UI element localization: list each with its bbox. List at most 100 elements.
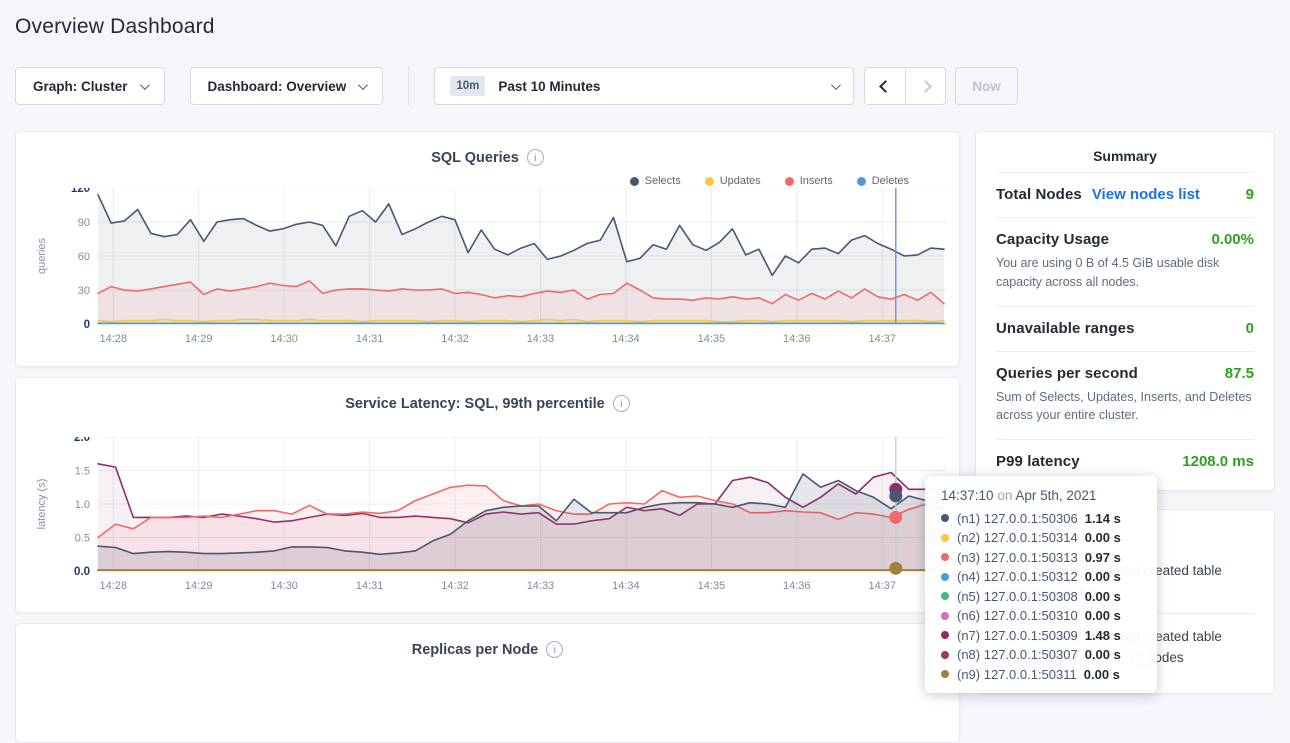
svg-text:14:36: 14:36 [783, 580, 811, 592]
svg-text:2.0: 2.0 [74, 437, 90, 444]
svg-text:14:28: 14:28 [99, 580, 127, 592]
info-icon[interactable]: i [613, 395, 630, 412]
tooltip-node-label: (n9) 127.0.0.1:50311 [957, 667, 1077, 682]
total-nodes-label: Total Nodes [996, 186, 1082, 203]
legend-item-label: Deletes [872, 175, 909, 187]
node-color-dot-icon [941, 592, 949, 600]
replicas-per-node-chart-card: Replicas per Node i [15, 623, 960, 743]
svg-text:14:31: 14:31 [356, 333, 384, 345]
summary-panel: Summary Total Nodes View nodes list 9 Ca… [975, 131, 1275, 491]
svg-text:14:37: 14:37 [868, 580, 896, 592]
sql-queries-chart[interactable]: 030609012014:2814:2914:3014:3114:3214:33… [31, 188, 946, 356]
service-latency-chart[interactable]: 0.00.51.01.52.014:2814:2914:3014:3114:32… [31, 437, 946, 603]
tooltip-node-value: 0.00 s [1085, 608, 1121, 623]
svg-text:14:29: 14:29 [185, 580, 213, 592]
svg-text:0.5: 0.5 [75, 533, 90, 545]
qps-value: 87.5 [1225, 365, 1254, 382]
svg-text:1.0: 1.0 [75, 499, 90, 511]
svg-text:14:34: 14:34 [612, 580, 640, 592]
svg-text:14:33: 14:33 [527, 580, 555, 592]
time-step-back-button[interactable] [865, 68, 905, 104]
legend-item[interactable]: Updates [705, 174, 761, 188]
unavailable-ranges-value: 0 [1246, 320, 1254, 337]
now-button[interactable]: Now [955, 67, 1018, 105]
node-color-dot-icon [941, 553, 949, 561]
legend-item[interactable]: Inserts [785, 174, 833, 188]
chevron-left-icon [879, 80, 892, 93]
service-latency-chart-card: Service Latency: SQL, 99th percentile i … [15, 377, 960, 613]
svg-text:30: 30 [78, 285, 90, 297]
legend-item-label: Updates [720, 175, 761, 187]
qps-description: Sum of Selects, Updates, Inserts, and De… [996, 388, 1254, 426]
legend-item-label: Inserts [800, 175, 833, 187]
time-step-forward-button[interactable] [905, 68, 945, 104]
node-color-dot-icon [941, 612, 949, 620]
svg-text:14:30: 14:30 [270, 580, 298, 592]
info-icon[interactable]: i [546, 641, 563, 658]
legend-item[interactable]: Deletes [857, 174, 909, 188]
tooltip-node-value: 0.97 s [1085, 550, 1121, 565]
unavailable-ranges-label: Unavailable ranges [996, 320, 1135, 337]
node-color-dot-icon [941, 670, 949, 678]
tooltip-node-value: 0.00 s [1085, 569, 1121, 584]
tooltip-node-label: (n4) 127.0.0.1:50312 [957, 569, 1078, 584]
tooltip-time: 14:37:10 [941, 488, 994, 503]
tooltip-separator: on [997, 488, 1012, 503]
svg-text:14:31: 14:31 [356, 580, 384, 592]
info-icon[interactable]: i [527, 149, 544, 166]
tooltip-row: (n9) 127.0.0.1:50311 0.00 s [941, 667, 1141, 682]
dashboard-dropdown[interactable]: Dashboard: Overview [190, 67, 384, 105]
tooltip-node-label: (n8) 127.0.0.1:50307 [957, 647, 1078, 662]
legend-dot-icon [785, 177, 794, 186]
svg-text:14:37: 14:37 [868, 333, 896, 345]
p99-latency-value: 1208.0 ms [1182, 453, 1254, 470]
tooltip-node-value: 1.48 s [1085, 628, 1121, 643]
p99-latency-label: P99 latency [996, 453, 1080, 470]
tooltip-timestamp: 14:37:10 on Apr 5th, 2021 [941, 488, 1141, 506]
summary-capacity-section: Capacity Usage 0.00% You are using 0 B o… [996, 217, 1254, 306]
graph-scope-label: Graph: Cluster [33, 79, 128, 94]
tooltip-row: (n6) 127.0.0.1:50310 0.00 s [941, 608, 1141, 623]
capacity-usage-description: You are using 0 B of 4.5 GiB usable disk… [996, 254, 1254, 292]
tooltip-date: Apr 5th, 2021 [1015, 488, 1096, 503]
graph-scope-dropdown[interactable]: Graph: Cluster [15, 67, 165, 105]
tooltip-row: (n7) 127.0.0.1:50309 1.48 s [941, 628, 1141, 643]
replicas-per-node-chart-title: Replicas per Node [412, 642, 539, 658]
time-range-label: Past 10 Minutes [498, 79, 600, 94]
legend-item[interactable]: Selects [630, 174, 681, 188]
tooltip-row: (n3) 127.0.0.1:50313 0.97 s [941, 550, 1141, 565]
svg-text:14:36: 14:36 [783, 333, 811, 345]
legend-dot-icon [630, 177, 639, 186]
tooltip-row: (n1) 127.0.0.1:50306 1.14 s [941, 511, 1141, 526]
chart-hover-tooltip: 14:37:10 on Apr 5th, 2021 (n1) 127.0.0.1… [925, 476, 1157, 693]
tooltip-row: (n8) 127.0.0.1:50307 0.00 s [941, 647, 1141, 662]
summary-qps-section: Queries per second 87.5 Sum of Selects, … [996, 351, 1254, 440]
tooltip-node-label: (n1) 127.0.0.1:50306 [957, 511, 1078, 526]
tooltip-node-value: 0.00 s [1084, 667, 1120, 682]
tooltip-node-label: (n7) 127.0.0.1:50309 [957, 628, 1078, 643]
tooltip-row: (n4) 127.0.0.1:50312 0.00 s [941, 569, 1141, 584]
capacity-usage-value: 0.00% [1211, 231, 1254, 248]
svg-text:90: 90 [78, 217, 90, 229]
tooltip-node-label: (n3) 127.0.0.1:50313 [957, 550, 1078, 565]
tooltip-node-label: (n5) 127.0.0.1:50308 [957, 589, 1078, 604]
tooltip-node-value: 0.00 s [1085, 589, 1121, 604]
svg-text:14:30: 14:30 [270, 333, 298, 345]
svg-text:14:33: 14:33 [527, 333, 555, 345]
time-range-picker[interactable]: 10m Past 10 Minutes [434, 67, 854, 105]
summary-total-nodes-section: Total Nodes View nodes list 9 [996, 172, 1254, 217]
total-nodes-value: 9 [1246, 186, 1254, 203]
svg-text:14:32: 14:32 [441, 333, 469, 345]
dashboard-label: Dashboard: Overview [208, 79, 347, 94]
node-color-dot-icon [941, 573, 949, 581]
page-title: Overview Dashboard [15, 0, 1275, 39]
node-color-dot-icon [941, 631, 949, 639]
svg-text:14:29: 14:29 [185, 333, 213, 345]
sql-queries-legend: Selects Updates Inserts [16, 166, 959, 188]
view-nodes-list-link[interactable]: View nodes list [1092, 186, 1200, 203]
controls-divider [408, 66, 409, 106]
svg-text:14:35: 14:35 [698, 580, 726, 592]
time-step-group [864, 67, 946, 105]
tooltip-rows: (n1) 127.0.0.1:50306 1.14 s (n2) 127.0.0… [941, 511, 1141, 682]
legend-dot-icon [705, 177, 714, 186]
